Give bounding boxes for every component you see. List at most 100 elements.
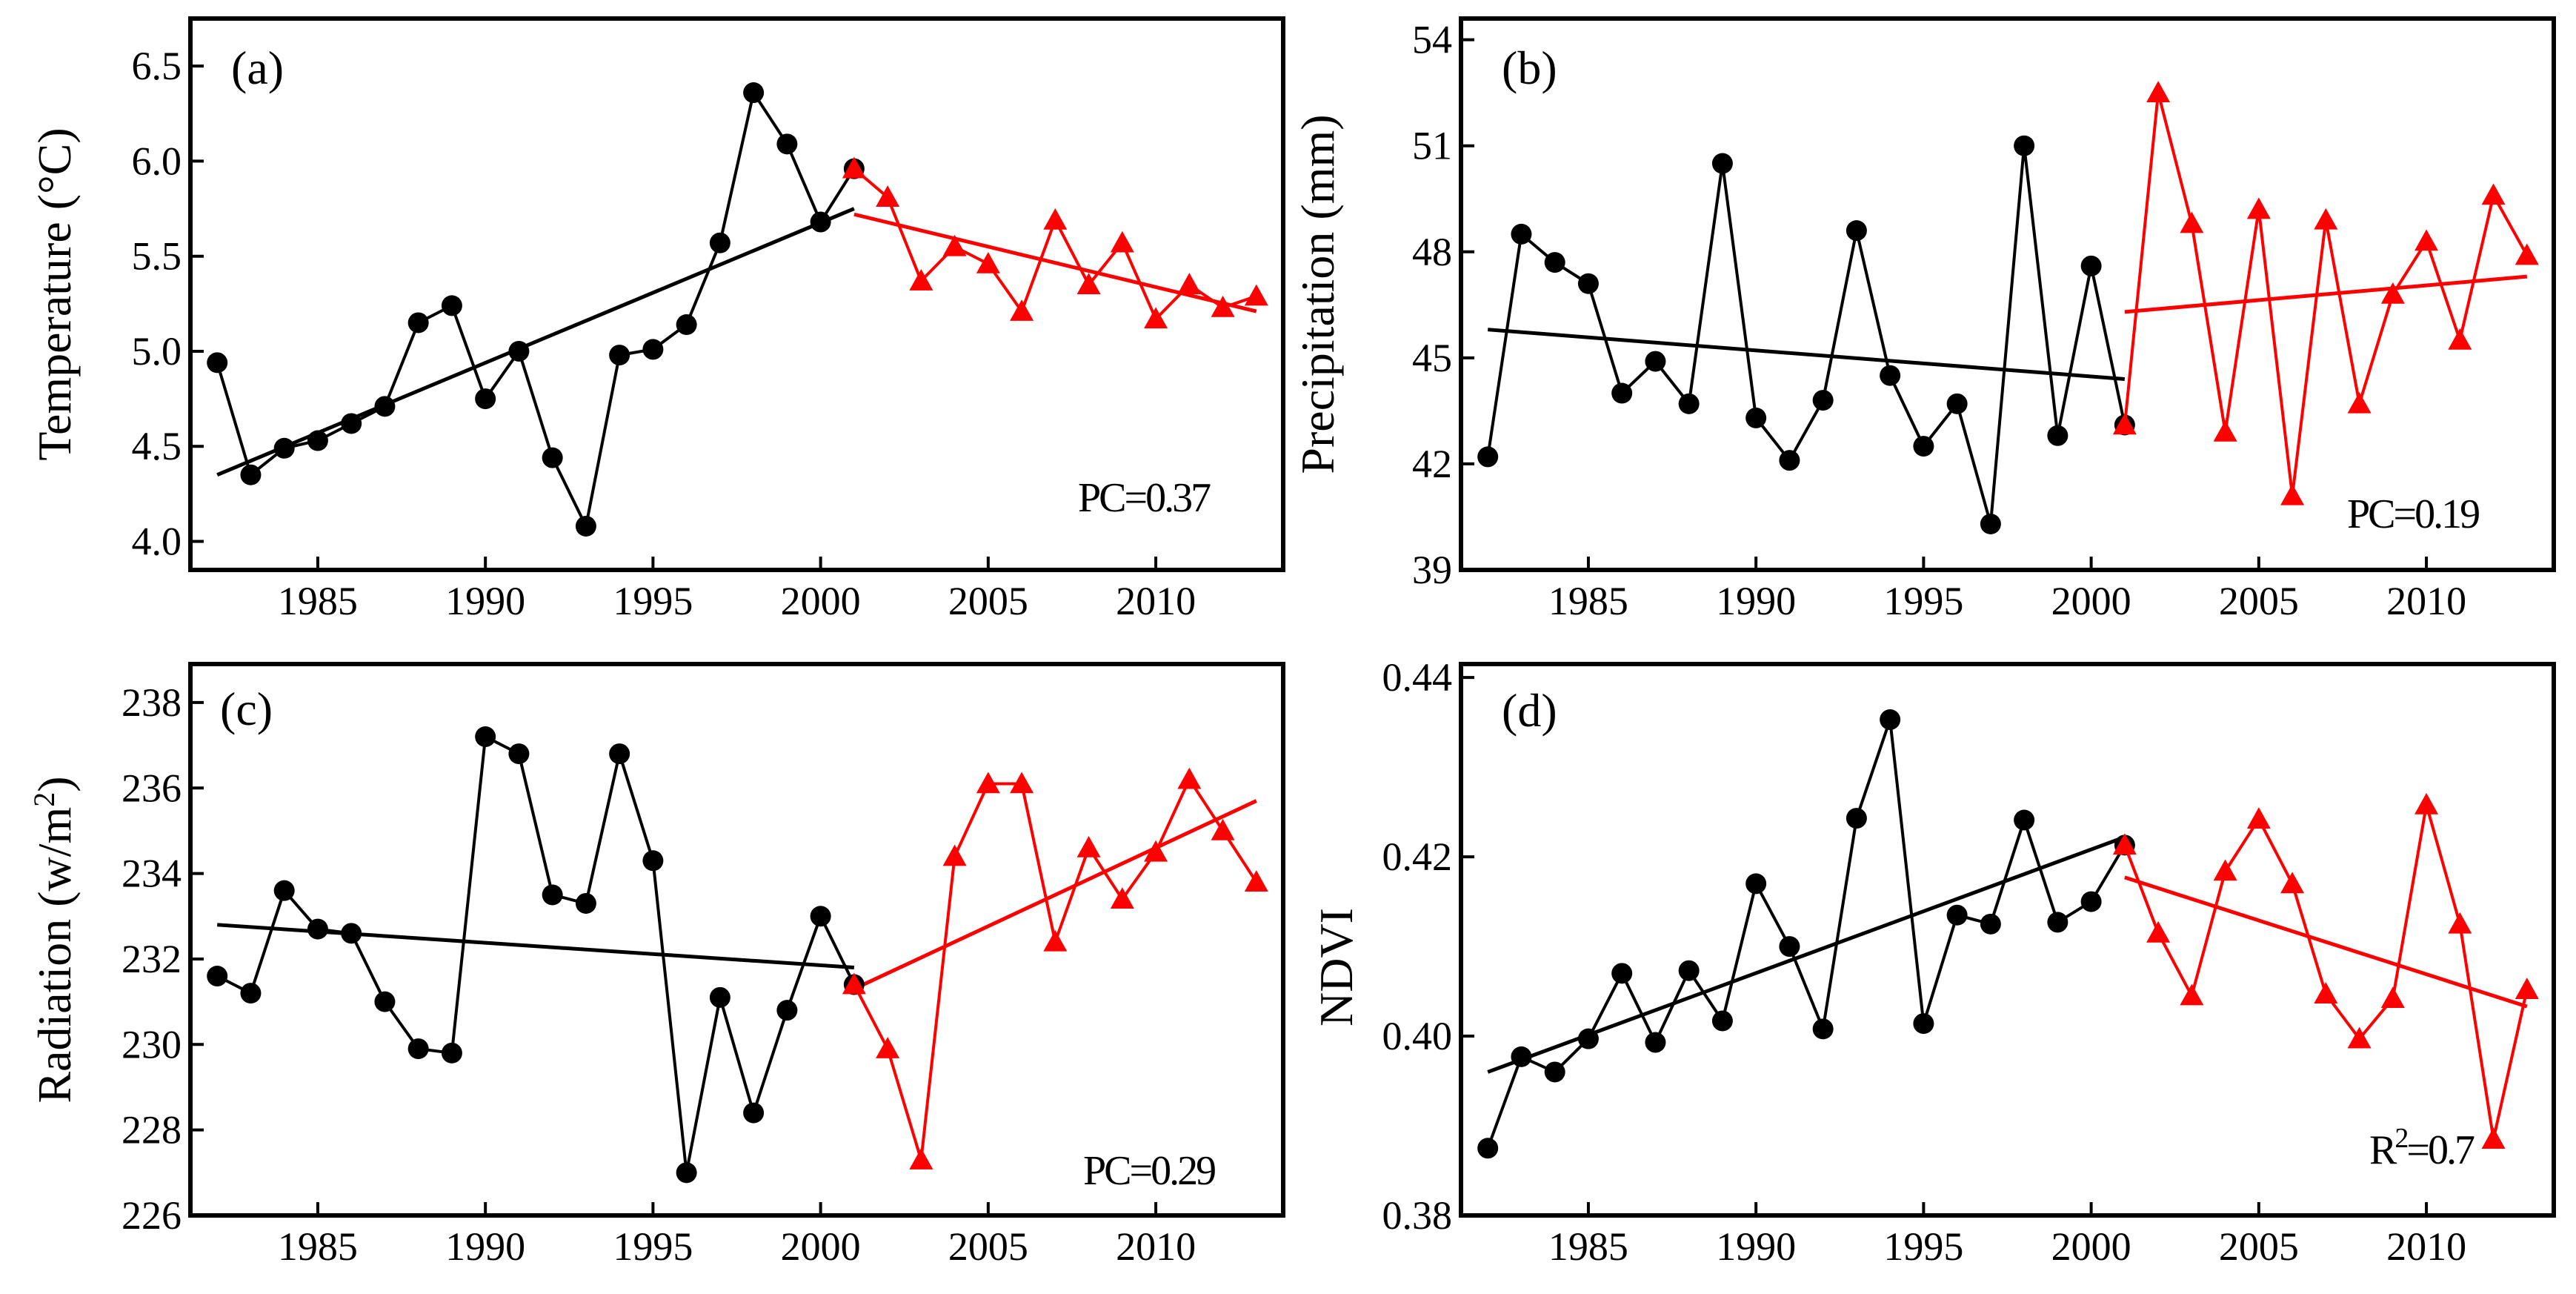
panel-b-point-2011-triangle <box>2448 328 2472 350</box>
panel-a-point-1996 <box>676 314 697 336</box>
panel-c-point-1985 <box>307 918 328 940</box>
panel-d-label: (d) <box>1502 684 1557 737</box>
panel-a-xtick-label: 2005 <box>948 579 1028 623</box>
panel-d-series-2-line <box>2123 804 2529 1140</box>
panel-b-point-2012-triangle <box>2481 183 2506 205</box>
panel-a-ylabel: Temperature (°C) <box>28 127 81 460</box>
panel-d-point-2010-triangle <box>2414 792 2439 814</box>
panel-d-xtick-label: 2010 <box>2386 1224 2466 1269</box>
panel-a-xtick-label: 1990 <box>445 579 525 623</box>
panel-c-marks <box>207 726 1268 1184</box>
panel-d-point-2006-triangle <box>2280 872 2305 894</box>
panel-b-xtick-label: 1995 <box>1883 579 1963 623</box>
panel-d-point-1992 <box>1812 1018 1834 1040</box>
panel-d-point-1987 <box>1645 1032 1666 1053</box>
panel-d-point-1998 <box>2014 809 2035 831</box>
panel-b-ticks: 39 42 45 48 51 54 1985 1990 1995 2000 2005 2010 <box>1412 18 2466 623</box>
panel-c-point-1983 <box>240 983 262 1004</box>
panel-a-point-2000 <box>810 211 831 233</box>
panel-d-point-1986 <box>1611 963 1633 984</box>
panel-c-ytick-label: 232 <box>122 937 182 981</box>
panel-c-xtick-label: 2000 <box>781 1224 861 1269</box>
panel-a-point-2002-triangle <box>876 185 900 207</box>
panel-c-point-2006-triangle <box>1010 772 1034 794</box>
panel-c-ticks: 226 228 230 232 234 236 238 1985 1990 1995 2000 200… <box>122 680 1196 1269</box>
panel-b-point-1987 <box>1645 351 1666 372</box>
panel-d: 0.38 0.40 0.42 0.44 1985 1990 1995 2000 2005 2010… <box>1310 655 2556 1269</box>
panel-c-xtick-label: 1990 <box>445 1224 525 1269</box>
panel-d-point-2001-triangle <box>2112 833 2137 855</box>
panel-c-point-2005-triangle <box>976 772 1000 794</box>
panel-a-xtick-label: 2010 <box>1116 579 1196 623</box>
panel-b-point-1982 <box>1477 446 1499 468</box>
panel-c-point-1987 <box>374 991 396 1012</box>
panel-d-ytick-label: 0.38 <box>1382 1193 1453 1238</box>
panel-b-point-2010-triangle <box>2414 229 2439 251</box>
panel-d-ytick-label: 0.42 <box>1382 835 1453 879</box>
panel-c-point-1991 <box>508 743 530 765</box>
panel-d-ticks: 0.38 0.40 0.42 0.44 1985 1990 1995 2000 2005 2010 <box>1382 655 2467 1269</box>
panel-d-point-1982 <box>1477 1138 1499 1159</box>
panel-a-point-1985 <box>307 430 328 451</box>
panel-c-xtick-label: 1985 <box>278 1224 358 1269</box>
panel-b-point-1992 <box>1812 390 1834 411</box>
panel-b-ytick-label: 51 <box>1412 124 1452 168</box>
panel-d-point-2005-triangle <box>2246 807 2271 829</box>
panel-d-point-1984 <box>1544 1061 1565 1083</box>
panel-d-xtick-label: 2000 <box>2051 1224 2131 1269</box>
panel-d-annotation: R2=0.7 <box>2369 1123 2475 1173</box>
panel-b-point-2001-triangle <box>2112 413 2137 435</box>
panel-b-xtick-label: 2010 <box>2386 579 2466 623</box>
panel-b-xtick-label: 1985 <box>1548 579 1628 623</box>
panel-a-marks <box>207 82 1268 537</box>
panel-c-trend-2 <box>853 799 1257 991</box>
panel-a-xtick-label: 2000 <box>781 579 861 623</box>
panel-a-point-1990 <box>475 388 496 410</box>
panel-c-point-2011-triangle <box>1177 767 1202 789</box>
panel-c-ytick-label: 238 <box>122 680 182 725</box>
panel-a-point-1998 <box>743 82 765 104</box>
panel-b-point-1984 <box>1544 252 1565 273</box>
panel-d-series-1-line <box>1486 719 2126 1149</box>
panel-b-point-1994 <box>1880 365 1901 386</box>
panel-d-point-2002-triangle <box>2146 920 2171 943</box>
panel-a-ytick-label: 4.5 <box>132 424 182 468</box>
panel-c-xtick-label: 2010 <box>1116 1224 1196 1269</box>
panel-c-point-1989 <box>441 1042 462 1064</box>
panel-d-point-2011-triangle <box>2448 912 2472 934</box>
panel-c-point-1984 <box>273 880 295 901</box>
panel-b-point-1988 <box>1678 393 1700 414</box>
panel-d-point-2007-triangle <box>2314 982 2338 1003</box>
panel-a-point-1999 <box>776 133 798 155</box>
panel-a-point-1993 <box>575 515 596 537</box>
panel-a-ytick-label: 6.5 <box>132 44 182 88</box>
panel-b-point-2006-triangle <box>2280 483 2305 505</box>
panel-c-point-2009-triangle <box>1110 887 1134 909</box>
panel-a-point-1994 <box>609 345 630 366</box>
panel-a-point-1995 <box>642 339 664 360</box>
panel-c-point-1990 <box>475 726 496 748</box>
panel-a-point-2010-triangle <box>1144 307 1168 329</box>
panel-b-point-1991 <box>1779 450 1800 471</box>
panel-c-point-1993 <box>575 892 596 914</box>
panel-d-point-1994 <box>1880 709 1901 731</box>
panel-d-trend-2 <box>2124 875 2528 1009</box>
panel-b-point-1985 <box>1577 273 1599 294</box>
panel-a-point-2005-triangle <box>976 251 1000 273</box>
panel-b-point-1986 <box>1611 382 1633 404</box>
panel-c-point-1988 <box>407 1038 429 1060</box>
panel-b-point-1997 <box>1980 514 2001 534</box>
panel-d-point-2003-triangle <box>2180 983 2204 1006</box>
panel-c-series-2-line <box>853 776 1258 1161</box>
panel-c-point-2012-triangle <box>1211 818 1235 840</box>
panel-d-point-1990 <box>1745 873 1767 895</box>
panel-b-point-2002-triangle <box>2146 81 2171 102</box>
panel-a-series-1-line <box>216 89 856 531</box>
panel-c-ytick-label: 236 <box>122 766 182 810</box>
panel-b-point-1998 <box>2014 135 2035 156</box>
panel-d-point-1983 <box>1511 1046 1532 1067</box>
panel-b-xtick-label: 1990 <box>1716 579 1796 623</box>
panel-b-trend-2 <box>2124 274 2528 314</box>
panel-c-point-2000 <box>810 906 831 927</box>
